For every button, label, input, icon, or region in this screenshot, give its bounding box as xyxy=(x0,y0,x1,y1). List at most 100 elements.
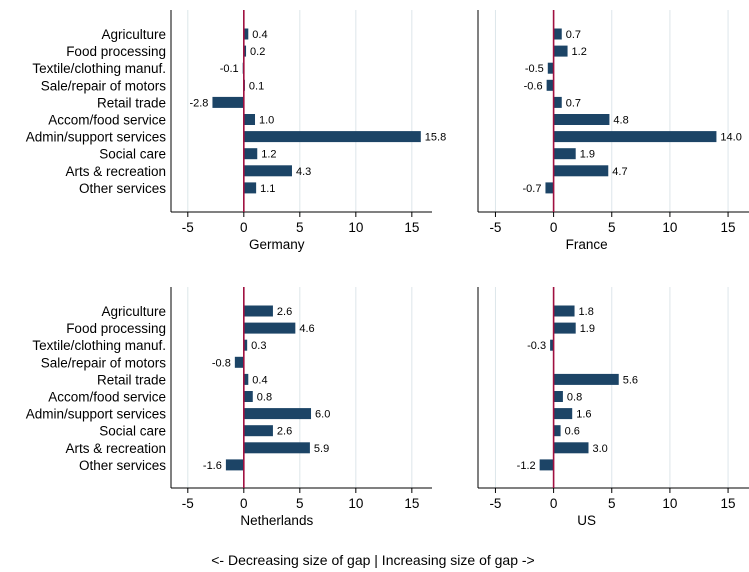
data-label: 1.9 xyxy=(580,323,595,335)
data-label: 6.0 xyxy=(315,409,330,421)
data-label: 0.7 xyxy=(566,97,581,109)
bar-2 xyxy=(553,45,568,57)
category-label: Agriculture xyxy=(101,27,166,42)
data-label: 2.6 xyxy=(277,426,292,438)
x-tick-label: 15 xyxy=(721,496,736,511)
category-label: Accom/food service xyxy=(48,113,166,128)
data-label: 0.3 xyxy=(251,340,266,352)
panel-germany: -5 0 5 10 15 0.4 Agriculture 0.2 Food processing… xyxy=(26,10,446,252)
bar-6 xyxy=(553,391,563,402)
data-label: -0.6 xyxy=(524,80,543,92)
x-tick-label: -5 xyxy=(489,220,501,235)
category-label: Retail trade xyxy=(97,95,166,110)
x-tick-label: 5 xyxy=(296,496,304,511)
data-label: 3.0 xyxy=(592,443,607,455)
bar-5 xyxy=(553,96,562,108)
bar-3 xyxy=(550,339,554,351)
x-tick-label: 5 xyxy=(296,220,304,235)
data-label: 0.1 xyxy=(249,80,264,92)
bar-2 xyxy=(243,45,247,57)
figure-caption: <- Decreasing size of gap | Increasing s… xyxy=(211,552,534,568)
data-label: 0.7 xyxy=(566,29,581,41)
x-axis-title: Germany xyxy=(249,237,305,252)
data-label: 2.6 xyxy=(277,306,292,318)
data-label: 1.9 xyxy=(580,149,595,161)
category-label: Admin/support services xyxy=(26,130,167,145)
data-label: 1.2 xyxy=(261,149,276,161)
data-label: 4.3 xyxy=(296,166,311,178)
x-tick-label: 0 xyxy=(240,496,248,511)
data-label: 0.4 xyxy=(252,29,267,41)
category-label: Sale/repair of motors xyxy=(41,355,167,370)
data-label: 0.8 xyxy=(257,392,272,404)
x-tick-label: 0 xyxy=(550,496,558,511)
bar-4 xyxy=(234,356,244,368)
bar-5 xyxy=(212,96,244,108)
bar-9 xyxy=(553,165,609,177)
x-tick-label: 10 xyxy=(662,220,677,235)
bar-9 xyxy=(243,165,292,177)
x-tick-label: 10 xyxy=(348,496,363,511)
category-label: Food processing xyxy=(66,44,166,59)
x-tick-label: 5 xyxy=(608,496,616,511)
data-label: -0.3 xyxy=(527,340,546,352)
data-label: 5.6 xyxy=(623,374,638,386)
data-label: 4.7 xyxy=(612,166,627,178)
bar-1 xyxy=(553,28,562,40)
bar-6 xyxy=(243,114,256,125)
chart-panels: -5 0 5 10 15 0.4 Agriculture 0.2 Food processing… xyxy=(26,10,749,528)
data-label: 0.2 xyxy=(250,46,265,58)
category-label: Food processing xyxy=(66,321,166,336)
data-label: 1.0 xyxy=(259,115,274,127)
category-label: Retail trade xyxy=(97,372,166,387)
bar-8 xyxy=(553,425,561,437)
category-label: Other services xyxy=(79,458,166,473)
x-tick-label: 15 xyxy=(404,220,419,235)
data-label: -1.2 xyxy=(517,460,536,472)
category-label: Arts & recreation xyxy=(65,441,166,456)
bar-9 xyxy=(243,442,310,454)
category-label: Accom/food service xyxy=(48,390,166,405)
category-label: Sale/repair of motors xyxy=(41,78,167,93)
x-tick-label: 10 xyxy=(348,220,363,235)
x-tick-label: 0 xyxy=(240,220,248,235)
data-label: 0.4 xyxy=(252,374,267,386)
bar-8 xyxy=(243,148,258,160)
bar-10 xyxy=(243,182,257,194)
bar-7 xyxy=(553,408,573,420)
data-label: -1.6 xyxy=(203,460,222,472)
data-label: 4.6 xyxy=(299,323,314,335)
x-axis-title: US xyxy=(577,513,596,528)
bar-9 xyxy=(553,442,589,454)
category-label: Social care xyxy=(99,424,166,439)
bar-7 xyxy=(243,131,421,143)
data-label: 4.8 xyxy=(613,115,628,127)
bar-1 xyxy=(243,28,249,40)
data-label: 0.8 xyxy=(567,392,582,404)
bar-3 xyxy=(547,62,554,74)
x-tick-label: 10 xyxy=(662,496,677,511)
category-label: Agriculture xyxy=(101,304,166,319)
bar-6 xyxy=(243,391,253,402)
bar-5 xyxy=(243,373,249,385)
bar-8 xyxy=(553,148,576,160)
bar-1 xyxy=(553,305,575,317)
data-label: 5.9 xyxy=(314,443,329,455)
category-label: Textile/clothing manuf. xyxy=(32,338,166,353)
x-axis-title: France xyxy=(566,237,608,252)
data-label: 1.8 xyxy=(579,306,594,318)
bar-10 xyxy=(545,182,554,194)
data-label: -0.8 xyxy=(212,357,231,369)
x-tick-label: 5 xyxy=(608,220,616,235)
bar-10 xyxy=(225,459,244,471)
x-tick-label: -5 xyxy=(182,496,194,511)
bar-3 xyxy=(243,339,248,351)
bar-7 xyxy=(553,131,717,143)
data-label: -2.8 xyxy=(189,97,208,109)
bar-8 xyxy=(243,425,273,437)
x-tick-label: 15 xyxy=(404,496,419,511)
data-label: -0.1 xyxy=(220,63,239,75)
panel-france: -5 0 5 10 15 0.7 1.2 -0.5 -0.6 0.7 4.8 14.0 1.9 4.7 -0… xyxy=(477,10,749,252)
bar-6 xyxy=(553,114,610,125)
